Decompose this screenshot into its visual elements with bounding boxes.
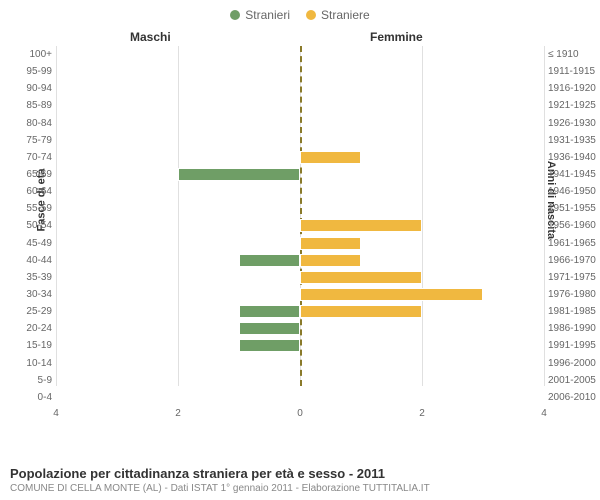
birth-year-label: 1971-1975 (544, 272, 596, 283)
age-label: 100+ (29, 49, 56, 60)
gridline (544, 46, 545, 386)
chart-row: 20-241986-1990 (56, 320, 544, 337)
chart-row: 85-891921-1925 (56, 97, 544, 114)
bar-male (239, 339, 300, 352)
legend-label-female: Straniere (321, 8, 370, 22)
age-label: 40-44 (26, 255, 56, 266)
birth-year-label: 1916-1920 (544, 83, 596, 94)
column-title-female: Femmine (370, 30, 423, 44)
birth-year-label: 2006-2010 (544, 392, 596, 403)
age-label: 75-79 (26, 135, 56, 146)
age-label: 45-49 (26, 238, 56, 249)
birth-year-label: 2001-2005 (544, 375, 596, 386)
chart-title: Popolazione per cittadinanza straniera p… (10, 466, 590, 481)
legend: Stranieri Straniere (0, 0, 600, 26)
x-tick: 2 (175, 408, 181, 419)
chart-row: 75-791931-1935 (56, 132, 544, 149)
bar-female (300, 271, 422, 284)
chart-row: 40-441966-1970 (56, 252, 544, 269)
x-tick: 4 (541, 408, 547, 419)
chart-row: 5-92001-2005 (56, 372, 544, 389)
bar-male (239, 305, 300, 318)
birth-year-label: 1931-1935 (544, 135, 596, 146)
age-label: 80-84 (26, 118, 56, 129)
age-label: 50-54 (26, 220, 56, 231)
age-label: 25-29 (26, 306, 56, 317)
bar-female (300, 219, 422, 232)
chart-row: 65-691941-1945 (56, 166, 544, 183)
chart-row: 50-541956-1960 (56, 217, 544, 234)
age-label: 70-74 (26, 152, 56, 163)
age-label: 20-24 (26, 323, 56, 334)
chart-row: 25-291981-1985 (56, 303, 544, 320)
birth-year-label: 1921-1925 (544, 100, 596, 111)
x-tick: 0 (297, 408, 303, 419)
age-label: 10-14 (26, 358, 56, 369)
age-label: 85-89 (26, 100, 56, 111)
chart-row: 70-741936-1940 (56, 149, 544, 166)
birth-year-label: ≤ 1910 (544, 49, 579, 60)
birth-year-label: 1996-2000 (544, 358, 596, 369)
legend-swatch-male (230, 10, 240, 20)
age-label: 0-4 (38, 392, 56, 403)
chart-row: 15-191991-1995 (56, 337, 544, 354)
birth-year-label: 1961-1965 (544, 238, 596, 249)
chart-row: 55-591951-1955 (56, 200, 544, 217)
age-label: 90-94 (26, 83, 56, 94)
age-label: 55-59 (26, 203, 56, 214)
chart-row: 35-391971-1975 (56, 269, 544, 286)
birth-year-label: 1976-1980 (544, 289, 596, 300)
age-label: 95-99 (26, 66, 56, 77)
birth-year-label: 1911-1915 (544, 66, 595, 77)
bar-female (300, 305, 422, 318)
bar-female (300, 288, 483, 301)
footer: Popolazione per cittadinanza straniera p… (10, 466, 590, 494)
x-tick: 2 (419, 408, 425, 419)
legend-swatch-female (306, 10, 316, 20)
chart-row: 30-341976-1980 (56, 286, 544, 303)
bar-male (178, 168, 300, 181)
birth-year-label: 1941-1945 (544, 169, 596, 180)
bar-female (300, 237, 361, 250)
age-label: 15-19 (26, 340, 56, 351)
birth-year-label: 1946-1950 (544, 186, 596, 197)
bar-female (300, 151, 361, 164)
chart-subtitle: COMUNE DI CELLA MONTE (AL) - Dati ISTAT … (10, 483, 590, 494)
chart-row: 100+≤ 1910 (56, 46, 544, 63)
x-tick: 4 (53, 408, 59, 419)
chart-row: 90-941916-1920 (56, 80, 544, 97)
legend-item-male: Stranieri (230, 8, 290, 22)
legend-label-male: Stranieri (245, 8, 290, 22)
chart-row: 45-491961-1965 (56, 235, 544, 252)
birth-year-label: 1981-1985 (544, 306, 596, 317)
chart-row: 80-841926-1930 (56, 115, 544, 132)
bar-male (239, 322, 300, 335)
chart-row: 10-141996-2000 (56, 355, 544, 372)
bar-female (300, 254, 361, 267)
bar-male (239, 254, 300, 267)
birth-year-label: 1956-1960 (544, 220, 596, 231)
birth-year-label: 1991-1995 (544, 340, 596, 351)
age-label: 65-69 (26, 169, 56, 180)
column-title-male: Maschi (130, 30, 171, 44)
birth-year-label: 1986-1990 (544, 323, 596, 334)
age-label: 35-39 (26, 272, 56, 283)
birth-year-label: 1926-1930 (544, 118, 596, 129)
age-label: 30-34 (26, 289, 56, 300)
birth-year-label: 1951-1955 (544, 203, 596, 214)
chart-row: 95-991911-1915 (56, 63, 544, 80)
birth-year-label: 1936-1940 (544, 152, 596, 163)
age-label: 60-64 (26, 186, 56, 197)
plot: 100+≤ 191095-991911-191590-941916-192085… (56, 46, 544, 406)
age-label: 5-9 (38, 375, 56, 386)
chart-row: 0-42006-2010 (56, 389, 544, 406)
birth-year-label: 1966-1970 (544, 255, 596, 266)
chart-row: 60-641946-1950 (56, 183, 544, 200)
legend-item-female: Straniere (306, 8, 370, 22)
chart-area: 100+≤ 191095-991911-191590-941916-192085… (56, 46, 544, 426)
